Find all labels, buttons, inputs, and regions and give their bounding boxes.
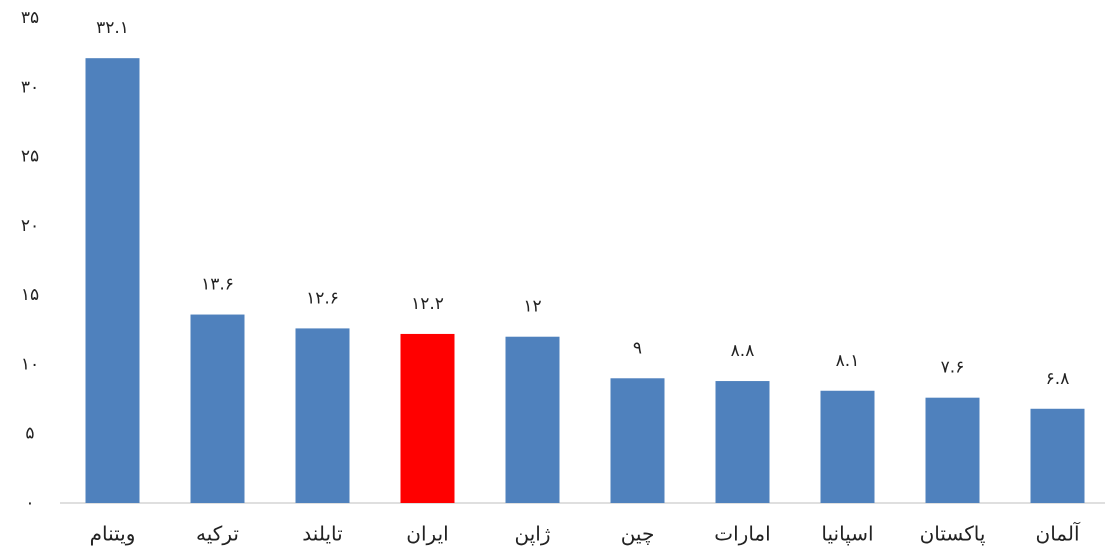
x-tick-label: چین xyxy=(621,522,655,546)
bar xyxy=(85,58,140,503)
bar xyxy=(1030,408,1085,503)
y-tick-label: ۱۰ xyxy=(21,354,39,374)
data-label: ۱۳.۶ xyxy=(201,275,234,295)
x-tick-label: ترکیه xyxy=(196,522,239,546)
x-tick-label: تایلند xyxy=(302,522,342,546)
bar xyxy=(820,390,875,503)
x-tick-label: اسپانیا xyxy=(821,522,873,547)
x-tick-label: ژاپن xyxy=(514,522,550,547)
bar xyxy=(295,328,350,503)
bar xyxy=(505,336,560,503)
data-label: ۱۲.۶ xyxy=(306,288,339,308)
y-tick-label: ۲۰ xyxy=(21,216,39,236)
x-tick-label: ویتنام xyxy=(90,522,136,546)
y-tick-label: ۵ xyxy=(25,424,34,444)
bar xyxy=(400,333,455,503)
y-tick-label: ۳۰ xyxy=(21,77,39,97)
y-tick-label: ۱۵ xyxy=(21,285,39,305)
x-tick-label: آلمان xyxy=(1036,521,1081,546)
data-label: ۸.۱ xyxy=(836,351,860,371)
data-label: ۶.۸ xyxy=(1046,369,1070,389)
bar xyxy=(190,314,245,503)
data-label: ۱۲.۲ xyxy=(411,294,444,314)
data-label: ۱۲ xyxy=(523,297,541,317)
y-tick-label: ۰ xyxy=(25,493,34,513)
bar xyxy=(715,381,770,503)
data-label: ۸.۸ xyxy=(731,341,755,361)
x-tick-label: امارات xyxy=(714,522,770,546)
x-tick-label: پاکستان xyxy=(920,522,986,547)
x-tick-label: ایران xyxy=(406,522,448,546)
data-label: ۳۲.۱ xyxy=(96,18,129,38)
y-tick-label: ۲۵ xyxy=(21,147,39,167)
data-label: ۷.۶ xyxy=(941,358,965,378)
bar xyxy=(925,397,980,503)
bar xyxy=(610,378,665,503)
data-label: ۹ xyxy=(633,338,642,358)
y-tick-label: ۳۵ xyxy=(21,8,39,28)
